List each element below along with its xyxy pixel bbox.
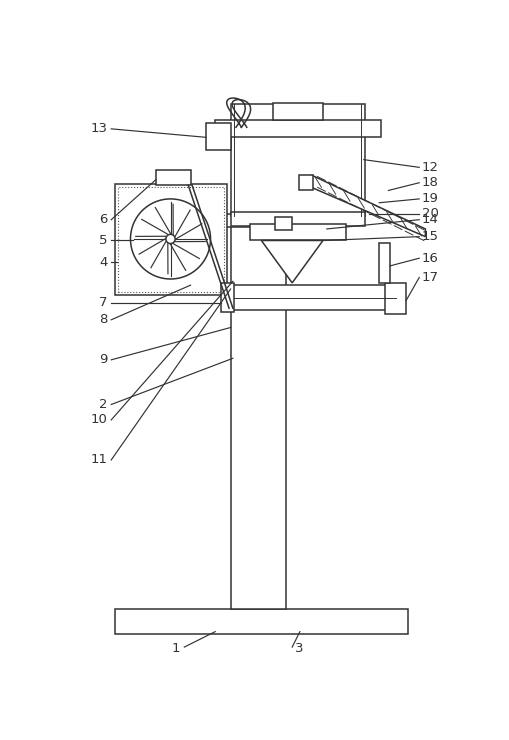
- Bar: [225, 214, 291, 227]
- Bar: [118, 186, 223, 292]
- Text: 18: 18: [421, 176, 438, 189]
- Text: 13: 13: [90, 122, 107, 135]
- Text: 6: 6: [99, 213, 107, 226]
- Text: 12: 12: [421, 161, 438, 174]
- Text: 20: 20: [421, 207, 438, 220]
- Bar: [156, 169, 190, 185]
- Bar: [206, 124, 230, 150]
- Text: 8: 8: [99, 313, 107, 326]
- Bar: [220, 283, 234, 312]
- Polygon shape: [261, 240, 322, 283]
- Text: 1: 1: [172, 642, 180, 655]
- Text: 5: 5: [99, 234, 107, 247]
- Bar: [275, 217, 292, 230]
- Text: 14: 14: [421, 213, 438, 226]
- Text: 19: 19: [421, 192, 438, 206]
- Text: 7: 7: [99, 296, 107, 309]
- Text: 15: 15: [421, 230, 438, 243]
- Text: 10: 10: [90, 414, 107, 426]
- Bar: [298, 175, 313, 190]
- Bar: [230, 212, 364, 226]
- Bar: [384, 283, 405, 314]
- Text: 16: 16: [421, 252, 438, 265]
- Bar: [272, 103, 322, 120]
- Bar: [215, 120, 380, 137]
- Text: 17: 17: [421, 271, 438, 284]
- Text: 4: 4: [99, 255, 107, 269]
- Bar: [115, 184, 227, 295]
- Text: 2: 2: [99, 398, 107, 411]
- Circle shape: [165, 235, 175, 243]
- Bar: [115, 608, 407, 634]
- Text: 3: 3: [294, 642, 302, 655]
- Text: 11: 11: [90, 454, 107, 466]
- Bar: [249, 223, 346, 240]
- Bar: [379, 243, 389, 283]
- Text: 9: 9: [99, 353, 107, 366]
- Polygon shape: [311, 175, 425, 237]
- Bar: [230, 104, 364, 216]
- Bar: [230, 285, 395, 310]
- Bar: [230, 220, 286, 608]
